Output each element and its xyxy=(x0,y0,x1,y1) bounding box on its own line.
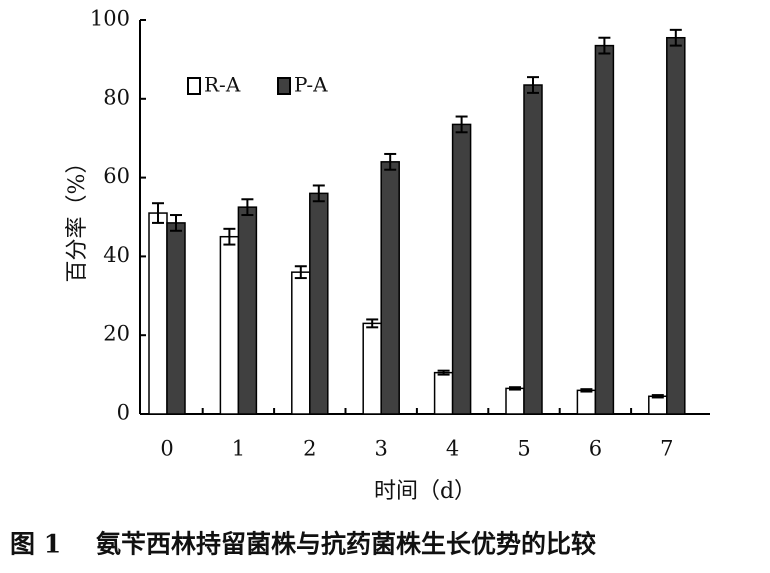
figure-label: 图 1 xyxy=(10,530,61,559)
y-tick-label: 60 xyxy=(103,164,130,188)
bar xyxy=(166,222,186,415)
legend-label: P-A xyxy=(294,73,328,97)
y-tick-label: 80 xyxy=(103,85,130,109)
bar xyxy=(451,123,472,415)
y-tick-label: 20 xyxy=(103,322,130,346)
bar xyxy=(523,84,543,415)
x-tick-label: 3 xyxy=(375,437,388,461)
bar xyxy=(380,161,400,415)
figure-caption: 氨苄西林持留菌株与抗药菌株生长优势的比较 xyxy=(96,530,596,559)
x-tick-label: 1 xyxy=(232,437,245,461)
x-tick-label: 4 xyxy=(446,437,459,461)
bar xyxy=(666,36,686,415)
bar xyxy=(237,206,258,415)
x-axis-label: 时间（d） xyxy=(374,479,476,504)
bar xyxy=(362,322,382,415)
y-tick-label: 100 xyxy=(90,7,130,31)
x-tick-label: 6 xyxy=(589,437,602,461)
bar xyxy=(576,389,597,415)
y-tick-label: 0 xyxy=(117,401,130,425)
bar xyxy=(433,371,454,415)
x-tick-label: 7 xyxy=(660,437,673,461)
legend-swatch xyxy=(187,77,201,95)
bar xyxy=(309,192,329,415)
bar xyxy=(291,271,311,415)
y-axis-label: 百分率（%） xyxy=(65,152,90,283)
x-tick-label: 5 xyxy=(517,437,530,461)
bar xyxy=(505,387,525,415)
legend-label: R-A xyxy=(204,73,241,97)
y-tick-label: 40 xyxy=(103,243,130,267)
bar xyxy=(148,212,168,415)
x-tick-label: 0 xyxy=(160,437,173,461)
bar xyxy=(594,44,615,415)
bar xyxy=(219,235,240,415)
legend-swatch xyxy=(277,77,291,95)
x-tick-label: 2 xyxy=(303,437,316,461)
bar xyxy=(648,395,668,415)
